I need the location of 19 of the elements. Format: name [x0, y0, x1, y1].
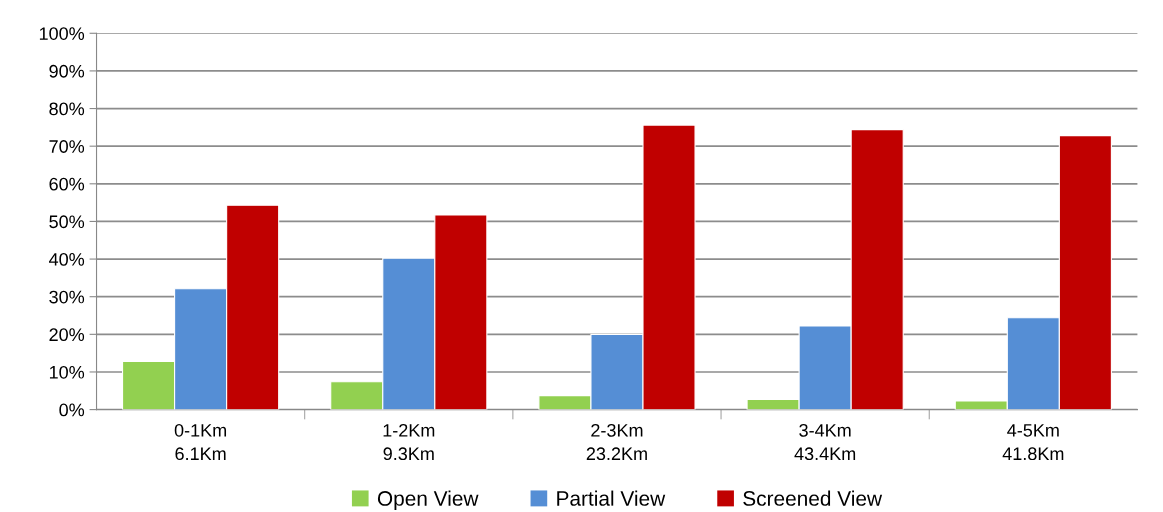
y-tick-label: 100% [39, 27, 85, 40]
y-tick-label: 0% [59, 403, 85, 417]
y-tick-label: 80% [49, 102, 85, 116]
y-tick-label: 20% [49, 328, 85, 342]
x-tick-label: 1-2Km 9.3Km [383, 423, 435, 461]
y-tick-label: 40% [49, 253, 85, 266]
y-tick-label: 50% [49, 215, 85, 229]
legend-label: Screened View [743, 490, 883, 506]
x-tick-label: 3-4Km 43.4Km [794, 423, 856, 461]
y-tick-label: 30% [49, 290, 85, 304]
y-tick-label: 90% [49, 64, 85, 78]
legend-label: Open View [377, 490, 479, 510]
x-tick-label: 2-3Km 23.2Km [586, 423, 647, 461]
y-tick-label: 10% [49, 365, 85, 379]
y-tick-label: 60% [49, 177, 85, 191]
x-tick-label: 4-5Km 41.8Km [1002, 424, 1064, 461]
y-tick-label: 70% [49, 140, 85, 153]
x-tick-label: 0-1Km 6.1Km [174, 423, 227, 461]
legend-label: Partial View [557, 490, 666, 506]
